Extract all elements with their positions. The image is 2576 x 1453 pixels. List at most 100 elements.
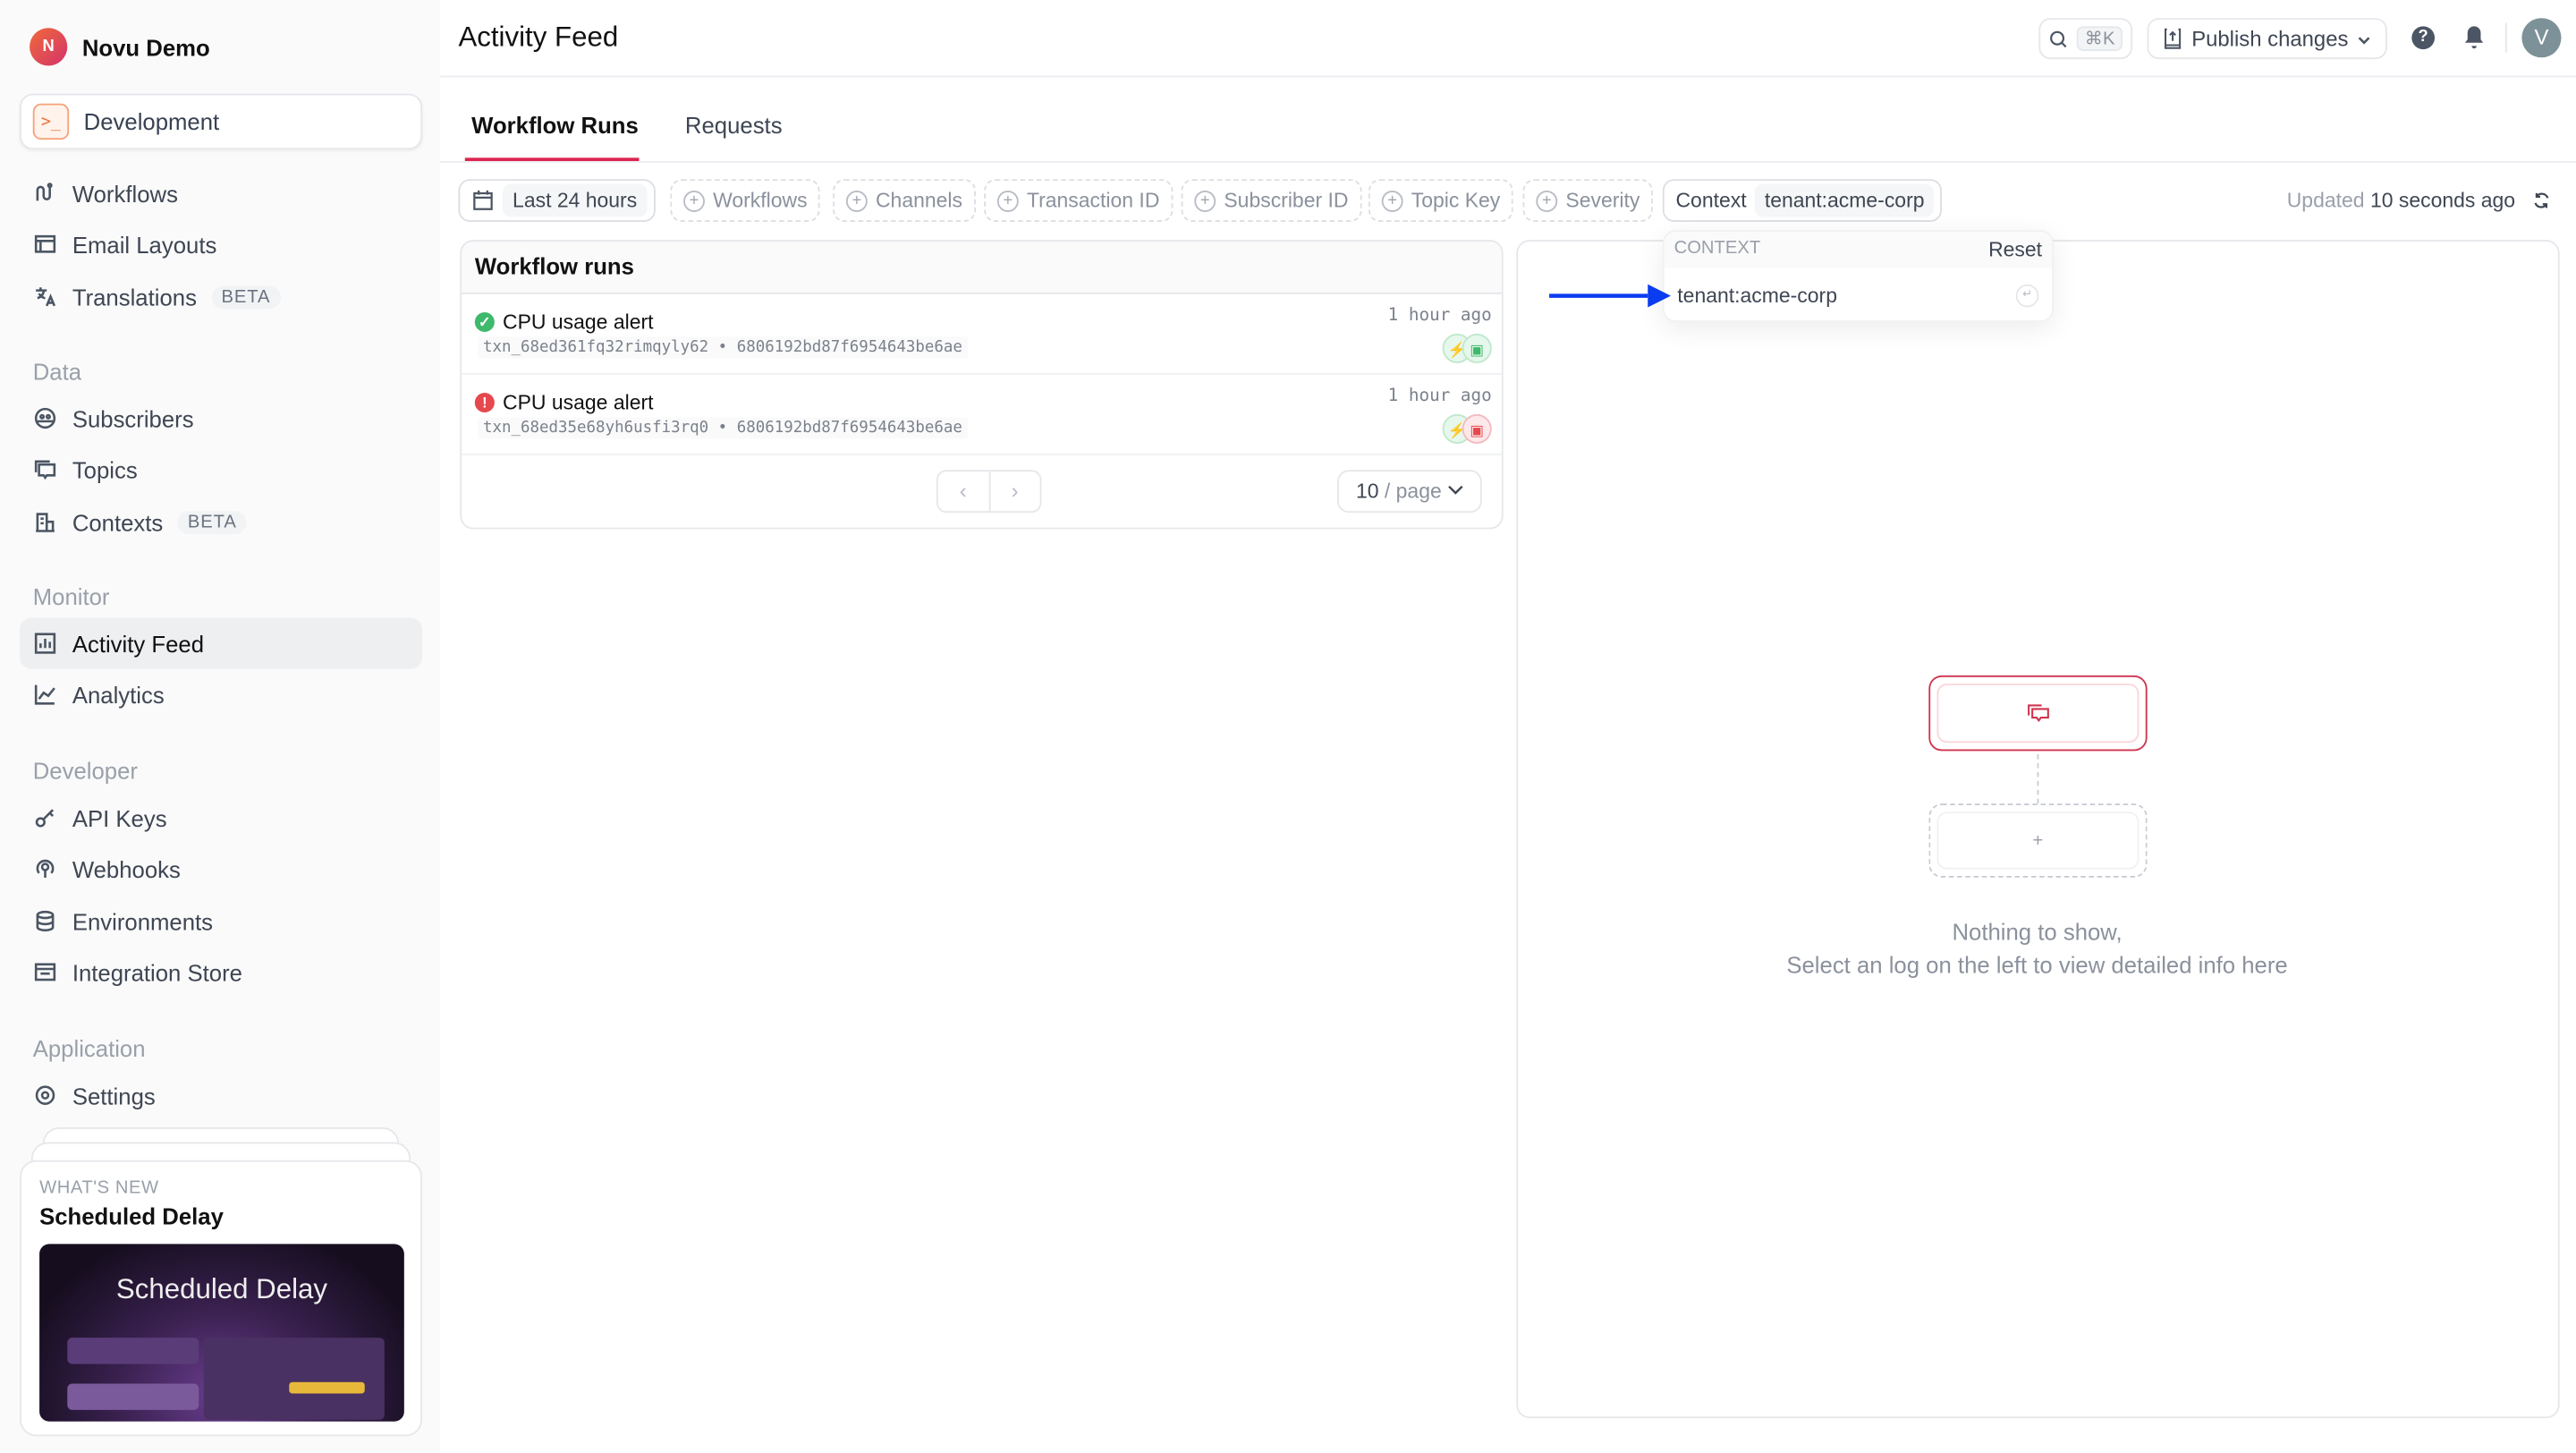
subscriber-id: 6806192bd87f6954643be6ae	[736, 419, 962, 438]
sidebar-item-topics[interactable]: Topics	[20, 444, 422, 495]
per-page-unit: / page	[1384, 480, 1442, 504]
plus-icon: +	[1936, 811, 2140, 870]
filter-severity[interactable]: + Severity	[1522, 179, 1654, 222]
reset-button[interactable]: Reset	[1988, 238, 2043, 262]
publish-changes-button[interactable]: Publish changes	[2147, 18, 2388, 60]
help-icon[interactable]: ?	[2411, 26, 2436, 50]
webhook-icon	[36, 859, 55, 879]
plus-circle-icon: +	[845, 190, 868, 212]
prev-page-button[interactable]: ‹	[938, 472, 990, 512]
divider	[2505, 22, 2507, 53]
filter-context[interactable]: Context tenant:acme-corp	[1662, 179, 1943, 222]
next-page-button[interactable]: ›	[1011, 478, 1019, 504]
publish-icon	[2164, 27, 2182, 48]
sidebar-item-translations[interactable]: Translations BETA	[20, 271, 422, 322]
filter-workflows[interactable]: + Workflows	[670, 179, 821, 222]
per-page-select[interactable]: 10 / page	[1337, 470, 1482, 514]
channel-icons: ⚡ ▣	[1442, 413, 1492, 444]
sidebar-item-label: Email Layouts	[72, 231, 217, 258]
filter-transaction-id[interactable]: + Transaction ID	[984, 179, 1174, 222]
panel-title: Workflow runs	[462, 241, 1502, 294]
sidebar-item-label: Topics	[72, 455, 138, 483]
table-row[interactable]: ! CPU usage alert txn_68ed35e68yh6usfi3rq…	[462, 375, 1502, 455]
section-developer: Developer	[32, 757, 138, 785]
sidebar-item-email-layouts[interactable]: Email Layouts	[20, 218, 422, 269]
sidebar-item-label: Environments	[72, 907, 214, 935]
add-step-node: +	[1928, 803, 2148, 878]
table-row[interactable]: ✓ CPU usage alert txn_68ed361fq32rimqyly6…	[462, 294, 1502, 375]
org-avatar: N	[30, 28, 68, 66]
sidebar-item-label: Translations	[72, 283, 197, 310]
sidebar-item-activity-feed[interactable]: Activity Feed	[20, 617, 423, 669]
context-option[interactable]: tenant:acme-corp ↵	[1665, 268, 2052, 320]
whats-new-card[interactable]: WHAT'S NEW Scheduled Delay Scheduled Del…	[20, 1160, 423, 1437]
run-ids: txn_68ed361fq32rimqyly62 • 6806192bd87f6…	[478, 336, 968, 359]
whats-new-title: Scheduled Delay	[39, 1202, 224, 1229]
filter-label: Topic Key	[1411, 189, 1501, 212]
sidebar-item-subscribers[interactable]: Subscribers	[20, 393, 422, 444]
filter-label: Severity	[1565, 189, 1640, 212]
filter-subscriber-id[interactable]: + Subscriber ID	[1181, 179, 1362, 222]
plus-circle-icon: +	[683, 190, 705, 212]
sidebar-item-label: Integration Store	[72, 958, 242, 986]
annotation-arrow-icon	[1549, 284, 1671, 308]
layout-icon	[34, 234, 56, 253]
page-title: Activity Feed	[458, 21, 619, 53]
details-panel	[1516, 240, 2560, 1419]
user-avatar[interactable]: V	[2521, 18, 2562, 58]
date-range-filter[interactable]: Last 24 hours	[458, 179, 656, 222]
environment-switcher[interactable]: >_ Development	[20, 93, 423, 150]
check-circle-icon: ✓	[474, 311, 495, 333]
active-tab-indicator	[464, 157, 640, 161]
filter-label: Context	[1675, 189, 1747, 212]
section-data: Data	[32, 358, 82, 385]
plus-circle-icon: +	[996, 190, 1019, 212]
run-name: CPU usage alert	[503, 391, 654, 414]
org-switcher[interactable]: N Novu Demo	[30, 28, 210, 66]
context-option-label: tenant:acme-corp	[1677, 284, 1837, 308]
filter-value: tenant:acme-corp	[1754, 183, 1935, 217]
section-application: Application	[32, 1035, 146, 1062]
chevron-down-icon	[1448, 485, 1463, 495]
separator: •	[717, 419, 728, 438]
sidebar-item-webhooks[interactable]: Webhooks	[20, 843, 422, 894]
run-time: 1 hour ago	[1387, 386, 1492, 406]
in-app-icon: ▣	[1462, 333, 1492, 363]
sidebar-item-label: Activity Feed	[72, 630, 205, 657]
sidebar-item-analytics[interactable]: Analytics	[20, 669, 422, 720]
sidebar-item-api-keys[interactable]: API Keys	[20, 792, 422, 843]
sidebar-item-label: Contexts	[72, 508, 164, 535]
sidebar-item-integration-store[interactable]: Integration Store	[20, 947, 422, 998]
org-name: Novu Demo	[81, 33, 210, 61]
in-app-icon	[2027, 703, 2048, 722]
translate-icon	[36, 287, 56, 307]
sidebar-item-label: Webhooks	[72, 855, 181, 882]
workflow-runs-panel: Workflow runs ✓ CPU usage alert txn_68ed3…	[460, 240, 1504, 530]
sidebar-item-label: API Keys	[72, 804, 167, 831]
sidebar-item-contexts[interactable]: Contexts BETA	[20, 497, 422, 548]
pager: ‹ ›	[936, 470, 1042, 514]
plus-circle-icon: +	[1194, 190, 1216, 212]
filter-topic-key[interactable]: + Topic Key	[1368, 179, 1514, 222]
sidebar-item-workflows[interactable]: Workflows	[20, 167, 422, 218]
updated-status: Updated 10 seconds ago	[2287, 189, 2515, 212]
sidebar-item-settings[interactable]: Settings	[20, 1070, 422, 1121]
updated-prefix: Updated	[2286, 189, 2365, 212]
per-page-value: 10	[1355, 480, 1379, 504]
tab-workflow-runs[interactable]: Workflow Runs	[471, 111, 639, 139]
refresh-icon[interactable]	[2531, 191, 2551, 210]
subscribers-icon	[34, 407, 56, 429]
search-icon	[2050, 30, 2067, 47]
sidebar-item-environments[interactable]: Environments	[20, 896, 422, 947]
search-button[interactable]: ⌘K	[2038, 18, 2133, 60]
tab-requests[interactable]: Requests	[684, 111, 783, 139]
date-range-value: Last 24 hours	[503, 183, 648, 217]
in-app-icon: ▣	[1462, 413, 1492, 444]
filter-channels[interactable]: + Channels	[833, 179, 976, 222]
beta-badge: BETA	[177, 510, 247, 534]
beta-badge: BETA	[211, 285, 281, 309]
context-dropdown: CONTEXT Reset tenant:acme-corp ↵	[1662, 230, 2054, 322]
dropdown-header: CONTEXT	[1674, 238, 1761, 259]
database-icon	[36, 910, 55, 932]
bell-icon[interactable]	[2462, 25, 2486, 51]
